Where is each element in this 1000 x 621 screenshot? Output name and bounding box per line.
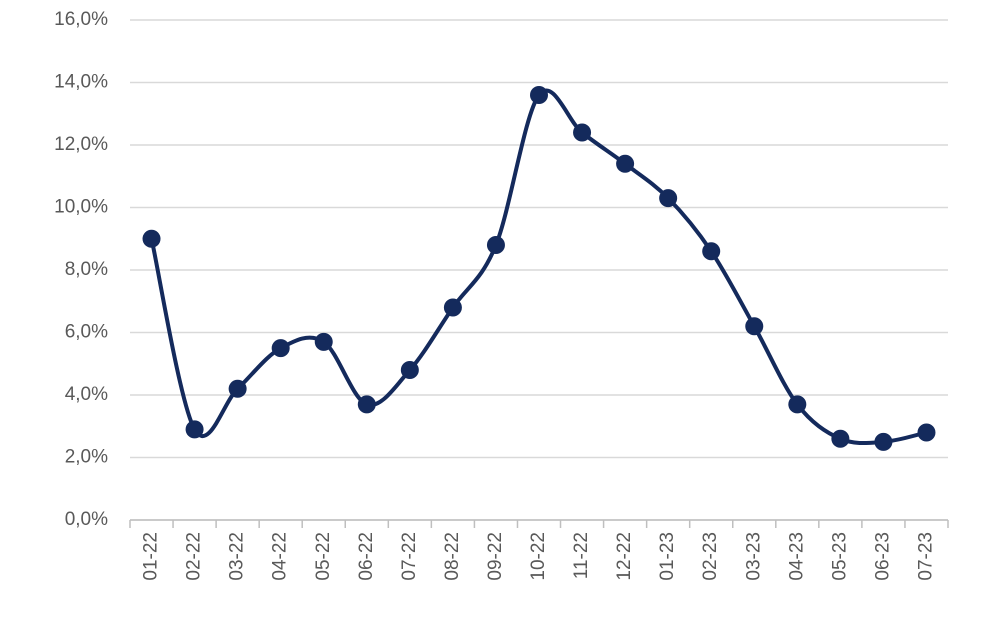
y-tick-label: 4,0% bbox=[65, 384, 108, 405]
marker bbox=[530, 86, 548, 104]
marker bbox=[788, 395, 807, 414]
marker bbox=[443, 298, 462, 317]
x-tick-label: 03-22 bbox=[227, 532, 248, 581]
marker bbox=[745, 317, 764, 336]
y-tick-label: 16,0% bbox=[54, 9, 108, 30]
marker bbox=[702, 242, 721, 261]
x-tick-label: 09-22 bbox=[485, 532, 506, 581]
x-tick-label: 02-23 bbox=[700, 532, 721, 581]
marker bbox=[400, 361, 419, 379]
x-tick-label: 01-22 bbox=[141, 532, 162, 581]
x-tick-label: 07-23 bbox=[915, 532, 936, 581]
marker bbox=[659, 189, 678, 208]
x-tick-label: 02-22 bbox=[184, 532, 205, 581]
marker bbox=[271, 339, 290, 358]
x-tick-label: 01-23 bbox=[657, 532, 678, 581]
marker bbox=[228, 379, 247, 398]
y-tick-label: 2,0% bbox=[65, 447, 108, 468]
line bbox=[149, 88, 927, 446]
y-tick-label: 0,0% bbox=[65, 509, 108, 530]
x-tick-label: 04-23 bbox=[786, 532, 807, 581]
marker bbox=[874, 432, 893, 451]
marker bbox=[616, 154, 635, 173]
y-tick-label: 8,0% bbox=[65, 259, 108, 280]
marker bbox=[185, 420, 204, 439]
y-tick-label: 6,0% bbox=[65, 322, 108, 343]
marker bbox=[357, 395, 376, 414]
x-tick-label: 11-22 bbox=[571, 532, 592, 579]
x-tick-label: 04-22 bbox=[270, 532, 291, 581]
x-tick-label: 06-22 bbox=[356, 532, 377, 581]
marker bbox=[831, 429, 850, 448]
marker bbox=[573, 123, 592, 142]
x-tick-label: 05-23 bbox=[829, 532, 850, 581]
y-tick-label: 14,0% bbox=[54, 72, 108, 93]
marker bbox=[314, 332, 333, 351]
x-tick-label: 08-22 bbox=[442, 532, 463, 581]
y-tick-label: 12,0% bbox=[54, 134, 108, 155]
y-tick-label: 10,0% bbox=[54, 197, 108, 218]
x-tick-label: 10-22 bbox=[528, 532, 549, 581]
x-tick-label: 07-22 bbox=[399, 532, 420, 581]
x-tick-label: 05-22 bbox=[313, 532, 334, 581]
marker bbox=[486, 236, 505, 254]
marker bbox=[917, 423, 936, 442]
x-tick-label: 06-23 bbox=[872, 532, 893, 581]
marker bbox=[142, 229, 161, 248]
x-tick-label: 12-22 bbox=[614, 532, 635, 581]
x-tick-label: 03-23 bbox=[743, 532, 764, 581]
